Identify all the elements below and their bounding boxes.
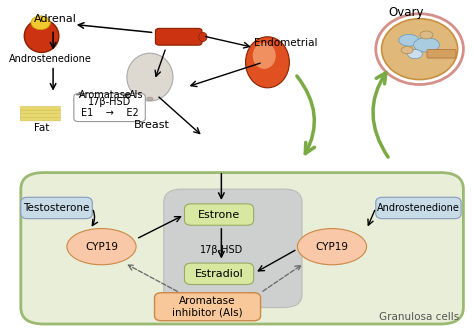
Text: Estrone: Estrone [198,209,240,219]
Text: Adrenal: Adrenal [34,15,77,25]
FancyBboxPatch shape [376,197,461,219]
Text: Androstenedione: Androstenedione [377,203,460,213]
FancyBboxPatch shape [155,293,261,321]
Text: CYP19: CYP19 [85,242,118,252]
Text: 17β-HSD
E1    →    E2: 17β-HSD E1 → E2 [81,97,138,119]
Ellipse shape [31,16,50,30]
Ellipse shape [382,19,457,80]
FancyBboxPatch shape [20,114,61,117]
Ellipse shape [297,228,366,265]
Text: Aromatase: Aromatase [79,90,131,100]
Ellipse shape [127,53,173,101]
Text: Als: Als [129,90,144,100]
FancyBboxPatch shape [21,173,464,324]
Ellipse shape [401,46,413,54]
FancyBboxPatch shape [164,189,302,307]
FancyBboxPatch shape [20,117,61,121]
Text: Breast: Breast [134,120,170,130]
FancyArrowPatch shape [297,76,314,154]
Text: Estradiol: Estradiol [195,269,244,279]
Text: Androstenedione: Androstenedione [9,54,92,64]
FancyBboxPatch shape [20,110,61,114]
Text: Granulosa cells: Granulosa cells [379,312,459,322]
Text: 17β-HSD: 17β-HSD [200,245,243,255]
Ellipse shape [24,20,59,52]
Text: Ovary: Ovary [388,6,423,19]
Ellipse shape [246,37,289,88]
FancyBboxPatch shape [155,28,202,45]
FancyBboxPatch shape [74,94,146,122]
Ellipse shape [414,38,439,52]
Ellipse shape [199,32,207,42]
FancyBboxPatch shape [427,49,456,58]
Text: CYP19: CYP19 [316,242,348,252]
Text: Aromatase
inhibitor (Als): Aromatase inhibitor (Als) [172,296,243,317]
FancyBboxPatch shape [21,197,92,219]
Ellipse shape [67,228,136,265]
Ellipse shape [420,31,433,39]
FancyArrowPatch shape [373,73,388,157]
Text: Testosterone: Testosterone [23,203,90,213]
Text: Fat: Fat [34,123,49,133]
FancyBboxPatch shape [20,107,61,110]
Ellipse shape [146,97,153,101]
Ellipse shape [408,49,422,59]
Ellipse shape [399,34,419,46]
FancyBboxPatch shape [184,263,254,285]
FancyBboxPatch shape [184,204,254,225]
Text: Endometrial: Endometrial [254,38,318,47]
Ellipse shape [253,42,276,69]
